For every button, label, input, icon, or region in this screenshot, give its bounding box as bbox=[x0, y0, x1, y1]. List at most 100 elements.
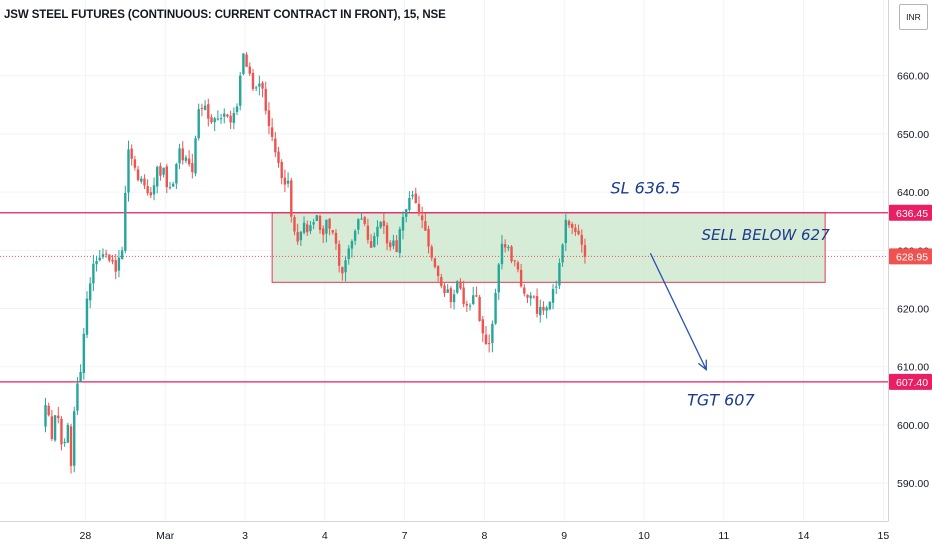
candle-body bbox=[561, 244, 564, 263]
sell-zone-rectangle[interactable] bbox=[271, 212, 826, 283]
candle-body bbox=[500, 243, 504, 265]
candle-body bbox=[401, 216, 405, 231]
candle-body bbox=[306, 224, 309, 233]
candle-body bbox=[456, 281, 459, 293]
candle-body bbox=[168, 187, 172, 189]
candle-body bbox=[337, 244, 341, 266]
candle-body bbox=[60, 418, 63, 445]
candle-body bbox=[366, 225, 370, 240]
drawing-layer[interactable] bbox=[0, 212, 888, 383]
candle-body bbox=[191, 163, 194, 173]
candle-body bbox=[459, 281, 462, 289]
candle-body bbox=[446, 289, 449, 293]
candle-body bbox=[108, 254, 111, 261]
candle-body bbox=[114, 260, 117, 272]
candle-body bbox=[468, 305, 472, 307]
candle-body bbox=[66, 424, 70, 443]
time-tick-label: 11 bbox=[718, 530, 729, 542]
candle-body bbox=[567, 220, 571, 226]
candle-body bbox=[424, 221, 427, 231]
candle-body bbox=[427, 228, 430, 247]
text-annotations[interactable]: SL 636.5 SELL BELOW 627 TGT 607 bbox=[610, 178, 830, 409]
candle-body bbox=[347, 248, 350, 260]
candle-body bbox=[274, 138, 277, 153]
candle-body bbox=[200, 108, 204, 110]
level-price-tag: 636.45 bbox=[889, 204, 932, 221]
candle-body bbox=[63, 441, 66, 443]
price-scale[interactable]: 590.00600.00610.00620.00630.00640.00650.… bbox=[897, 71, 929, 490]
candle-body bbox=[203, 105, 207, 110]
time-scale[interactable]: 28 Mar 3 4 7 8 9 10 11 14 15 bbox=[80, 530, 890, 542]
candle-body bbox=[286, 180, 290, 184]
candle-body bbox=[219, 118, 223, 120]
candle-body bbox=[162, 167, 165, 175]
candle-body bbox=[570, 223, 574, 228]
candle-body bbox=[98, 257, 101, 261]
time-tick-label: 7 bbox=[402, 530, 408, 542]
price-scale-tags: 636.45 607.40 628.95 bbox=[889, 204, 932, 390]
candle-body bbox=[551, 288, 555, 303]
time-tick-label: Mar bbox=[156, 530, 175, 542]
candle-body bbox=[481, 319, 485, 334]
candle-body bbox=[229, 115, 232, 123]
candle-body bbox=[535, 296, 539, 314]
target-arrow[interactable] bbox=[649, 252, 707, 370]
time-tick-label: 10 bbox=[638, 530, 650, 542]
last-price-tag-bg bbox=[889, 248, 932, 265]
candle-body bbox=[146, 186, 149, 194]
candle-body bbox=[267, 110, 271, 127]
candle-body bbox=[420, 215, 424, 221]
candle-body bbox=[149, 192, 153, 196]
candle-body bbox=[503, 244, 507, 248]
candle-body bbox=[542, 306, 545, 311]
candle-body bbox=[389, 242, 392, 248]
candle-body bbox=[331, 230, 334, 233]
annotation-text[interactable]: TGT 607 bbox=[687, 391, 755, 410]
candle-body bbox=[369, 241, 373, 248]
candle-body bbox=[95, 260, 98, 265]
candle-body bbox=[226, 114, 229, 117]
candle-body bbox=[449, 288, 453, 303]
candle-body bbox=[577, 230, 580, 235]
candle-body bbox=[47, 405, 50, 416]
candle-body bbox=[519, 269, 523, 287]
candle-body bbox=[574, 227, 577, 232]
candle-body bbox=[76, 383, 79, 411]
candle-body bbox=[104, 253, 108, 255]
candle-body bbox=[130, 148, 133, 159]
candle-body bbox=[555, 286, 558, 288]
candle-body bbox=[133, 159, 137, 168]
candle-body bbox=[395, 240, 398, 253]
candle-body bbox=[436, 266, 440, 277]
candle-body bbox=[564, 219, 567, 244]
price-tick-label: 640.00 bbox=[897, 187, 929, 199]
candle-body bbox=[408, 197, 411, 211]
annotation-text[interactable]: SELL BELOW 627 bbox=[701, 226, 830, 244]
time-tick-label: 15 bbox=[878, 530, 890, 542]
candle-body bbox=[545, 307, 548, 311]
candle-body bbox=[184, 157, 188, 161]
candle-body bbox=[124, 192, 127, 251]
candle-body bbox=[376, 226, 379, 237]
candle-body bbox=[513, 260, 516, 262]
target-arrow-head[interactable] bbox=[698, 359, 707, 371]
time-tick-label: 14 bbox=[798, 530, 810, 542]
candle-body bbox=[117, 257, 121, 271]
candle-body bbox=[57, 415, 60, 419]
candle-body bbox=[232, 113, 236, 123]
candle-body bbox=[462, 287, 465, 304]
candle-body bbox=[558, 262, 561, 286]
candle-body bbox=[414, 193, 417, 204]
price-tick-label: 620.00 bbox=[897, 304, 929, 316]
candle-body bbox=[516, 262, 520, 270]
candle-body bbox=[478, 296, 481, 321]
currency-button[interactable]: INR bbox=[899, 4, 928, 30]
candle-body bbox=[472, 295, 475, 305]
candle-body bbox=[251, 72, 255, 90]
annotation-text[interactable]: SL 636.5 bbox=[610, 178, 680, 197]
candle-body bbox=[152, 185, 156, 195]
candle-body bbox=[223, 113, 226, 117]
candle-body bbox=[277, 151, 280, 163]
candle-body bbox=[357, 219, 360, 230]
